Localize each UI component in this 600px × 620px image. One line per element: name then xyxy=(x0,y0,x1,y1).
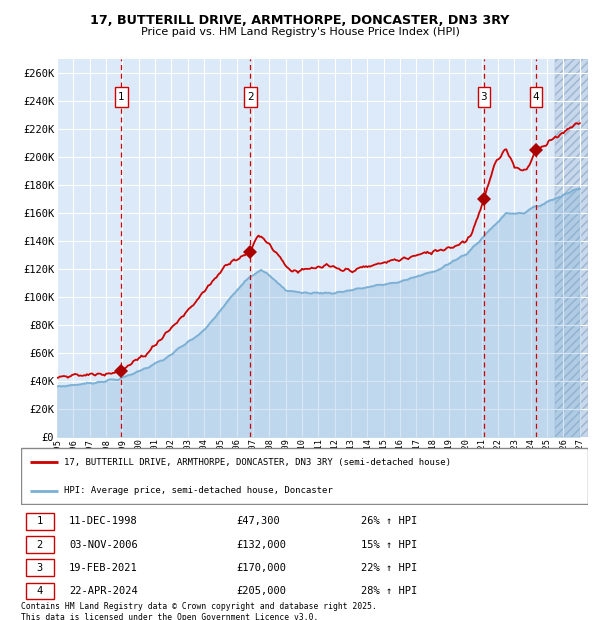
Text: 1: 1 xyxy=(37,516,43,526)
FancyBboxPatch shape xyxy=(115,87,128,107)
Bar xyxy=(556,59,588,437)
FancyBboxPatch shape xyxy=(26,536,54,553)
FancyBboxPatch shape xyxy=(244,87,257,107)
FancyBboxPatch shape xyxy=(478,87,490,107)
FancyBboxPatch shape xyxy=(530,87,542,107)
Text: 4: 4 xyxy=(37,586,43,596)
Text: £47,300: £47,300 xyxy=(236,516,280,526)
Text: 19-FEB-2021: 19-FEB-2021 xyxy=(69,563,138,573)
FancyBboxPatch shape xyxy=(26,583,54,600)
Text: 26% ↑ HPI: 26% ↑ HPI xyxy=(361,516,418,526)
Text: 11-DEC-1998: 11-DEC-1998 xyxy=(69,516,138,526)
Text: 17, BUTTERILL DRIVE, ARMTHORPE, DONCASTER, DN3 3RY (semi-detached house): 17, BUTTERILL DRIVE, ARMTHORPE, DONCASTE… xyxy=(64,458,451,467)
Text: HPI: Average price, semi-detached house, Doncaster: HPI: Average price, semi-detached house,… xyxy=(64,486,332,495)
Text: 1: 1 xyxy=(118,92,125,102)
Text: £132,000: £132,000 xyxy=(236,539,286,549)
Bar xyxy=(556,59,588,437)
FancyBboxPatch shape xyxy=(26,559,54,576)
Text: 22-APR-2024: 22-APR-2024 xyxy=(69,586,138,596)
Text: 03-NOV-2006: 03-NOV-2006 xyxy=(69,539,138,549)
Text: 2: 2 xyxy=(37,539,43,549)
Text: £205,000: £205,000 xyxy=(236,586,286,596)
Text: 22% ↑ HPI: 22% ↑ HPI xyxy=(361,563,418,573)
Text: Contains HM Land Registry data © Crown copyright and database right 2025.
This d: Contains HM Land Registry data © Crown c… xyxy=(21,603,377,620)
Text: 4: 4 xyxy=(533,92,539,102)
Text: 17, BUTTERILL DRIVE, ARMTHORPE, DONCASTER, DN3 3RY: 17, BUTTERILL DRIVE, ARMTHORPE, DONCASTE… xyxy=(91,14,509,27)
Text: Price paid vs. HM Land Registry's House Price Index (HPI): Price paid vs. HM Land Registry's House … xyxy=(140,27,460,37)
Text: 3: 3 xyxy=(481,92,487,102)
FancyBboxPatch shape xyxy=(21,448,588,504)
FancyBboxPatch shape xyxy=(26,513,54,529)
Text: £170,000: £170,000 xyxy=(236,563,286,573)
Text: 2: 2 xyxy=(247,92,254,102)
Text: 28% ↑ HPI: 28% ↑ HPI xyxy=(361,586,418,596)
Text: 3: 3 xyxy=(37,563,43,573)
Text: 15% ↑ HPI: 15% ↑ HPI xyxy=(361,539,418,549)
